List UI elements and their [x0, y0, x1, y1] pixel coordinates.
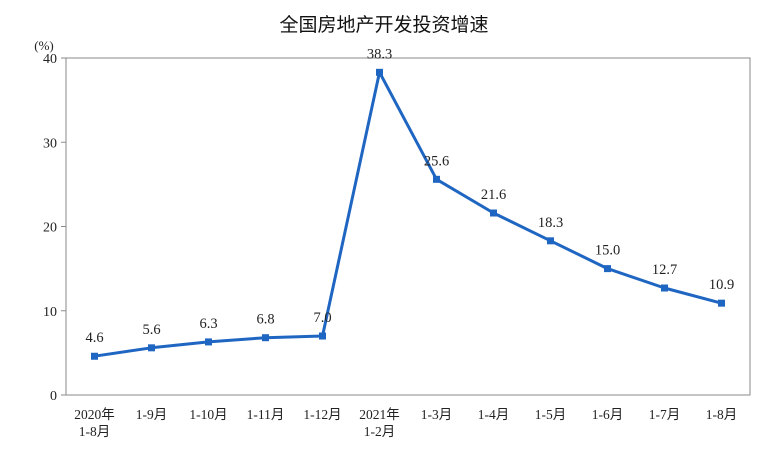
data-label: 7.0	[313, 310, 331, 326]
data-label: 21.6	[481, 187, 506, 203]
data-label: 15.0	[595, 243, 620, 259]
data-point-marker	[262, 334, 269, 342]
data-point-marker	[661, 284, 668, 292]
y-tick-label: 30	[43, 136, 57, 151]
x-tick-label: 1-10月	[189, 407, 227, 422]
x-tick-label: 1-4月	[478, 407, 510, 422]
y-tick-label: 0	[50, 389, 57, 404]
series-investment-growth	[91, 68, 725, 360]
x-tick-label: 1-3月	[421, 407, 453, 422]
x-axis: 2020年 1-8月 1-9月 1-10月 1-11月 1-12月 2021年 1-2月 1-3…	[74, 407, 737, 439]
data-point-marker	[91, 352, 98, 360]
data-label: 25.6	[424, 153, 449, 169]
data-labels: 4.6 5.6 6.3 6.8 7.0 38.3 25.6 21.6 18.3 15.0 12.7 1…	[85, 46, 734, 346]
series-line	[93, 70, 723, 358]
chart-title: 全国房地产开发投资增速	[279, 14, 488, 36]
data-point-marker	[319, 332, 326, 340]
x-tick-label: 1-7月	[649, 407, 681, 422]
data-label: 6.8	[256, 312, 274, 328]
data-point-marker	[547, 237, 554, 245]
data-point-marker	[376, 68, 383, 76]
x-tick-label: 1-8月	[706, 407, 738, 422]
y-axis: 0 10 20 30 40	[43, 52, 66, 404]
x-tick-label: 2020年	[74, 407, 115, 422]
plot-area-frame	[65, 57, 751, 396]
x-tick-label: 1-2月	[364, 424, 396, 439]
data-point-marker	[433, 175, 440, 183]
data-point-marker	[148, 344, 155, 352]
x-tick-label: 1-12月	[303, 407, 341, 422]
data-label: 10.9	[709, 277, 734, 293]
x-tick-label: 1-8月	[79, 424, 111, 439]
data-point-marker	[604, 265, 611, 273]
data-label: 38.3	[367, 46, 392, 62]
data-label: 5.6	[142, 322, 160, 338]
data-point-marker	[205, 338, 212, 346]
y-tick-label: 20	[43, 221, 57, 236]
data-label: 12.7	[652, 262, 677, 278]
x-tick-label: 1-5月	[535, 407, 567, 422]
data-label: 4.6	[85, 330, 103, 346]
data-label: 18.3	[538, 215, 563, 231]
x-tick-label: 1-9月	[136, 407, 168, 422]
x-tick-label: 1-11月	[247, 407, 285, 422]
y-tick-label: 10	[43, 305, 57, 320]
data-point-marker	[490, 209, 497, 217]
data-label: 6.3	[199, 316, 217, 332]
x-tick-label: 1-6月	[592, 407, 624, 422]
x-tick-label: 2021年	[359, 407, 400, 422]
data-point-marker	[718, 299, 725, 307]
y-tick-label: 40	[43, 52, 57, 67]
y-axis-unit-label: (%)	[34, 38, 54, 53]
